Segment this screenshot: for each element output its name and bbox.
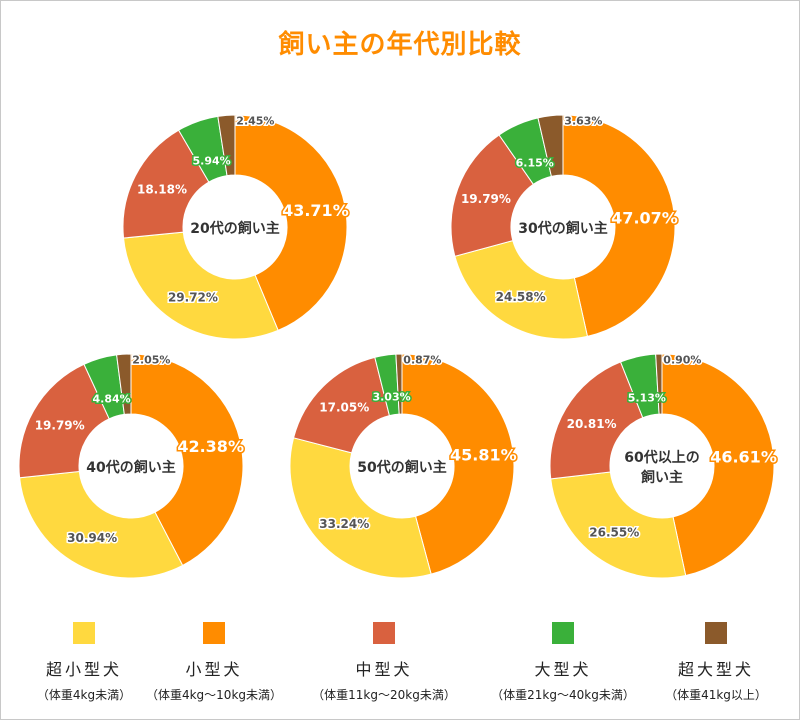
- value-label: 17.05%: [319, 401, 369, 415]
- legend-name: 大型犬: [534, 660, 592, 679]
- value-label: 26.55%: [589, 526, 639, 540]
- value-label: 2.45%: [236, 115, 274, 128]
- legend-weight: （体重21kg～40kg未満）: [491, 688, 635, 702]
- legend-name: 超小型犬: [45, 660, 122, 679]
- value-label: 33.24%: [319, 517, 369, 531]
- value-label: 5.94%: [193, 155, 231, 168]
- legend-swatch: [552, 622, 574, 644]
- legend-name: 超大型犬: [677, 660, 754, 679]
- center-label: 40代の飼い主: [86, 459, 175, 476]
- legend-name: 中型犬: [355, 660, 413, 679]
- value-label: 20.81%: [567, 417, 617, 431]
- legend-weight: （体重41kg以上）: [665, 688, 767, 702]
- center-label: 30代の飼い主: [518, 220, 607, 237]
- legend-name: 小型犬: [185, 660, 243, 679]
- center-label: 60代以上の: [624, 449, 699, 466]
- legend-item-large: 大型犬 （体重21kg～40kg未満）: [483, 622, 643, 703]
- value-label: 5.13%: [628, 391, 666, 404]
- value-label: 3.03%: [372, 390, 410, 403]
- value-label: 42.38%: [177, 437, 244, 456]
- legend-swatch: [203, 622, 225, 644]
- legend-weight: （体重4kg未満）: [36, 688, 132, 702]
- legend-weight: （体重4kg～10kg未満）: [145, 688, 283, 702]
- donut-hole: [350, 414, 454, 518]
- value-label: 0.90%: [663, 354, 701, 367]
- legend-item-medium: 中型犬 （体重11kg～20kg未満）: [304, 622, 464, 703]
- value-label: 45.81%: [450, 446, 517, 465]
- value-label: 4.84%: [93, 392, 131, 405]
- chart-title: 飼い主の年代別比較: [278, 30, 522, 60]
- center-label: 飼い主: [640, 469, 683, 486]
- value-label: 18.18%: [137, 183, 187, 197]
- legend-swatch: [705, 622, 727, 644]
- center-label: 50代の飼い主: [357, 459, 446, 476]
- value-label: 6.15%: [516, 157, 554, 170]
- legend-item-super-large: 超大型犬 （体重41kg以上）: [636, 622, 796, 703]
- value-label: 0.87%: [403, 354, 441, 367]
- center-label: 20代の飼い主: [190, 220, 279, 237]
- value-label: 43.71%: [282, 201, 349, 220]
- value-label: 24.58%: [496, 290, 546, 304]
- value-label: 29.72%: [168, 290, 218, 304]
- donut-hole: [79, 414, 183, 518]
- donut-hole: [610, 414, 714, 518]
- value-label: 47.07%: [611, 208, 678, 227]
- value-label: 2.05%: [132, 354, 170, 367]
- donut-hole: [183, 175, 287, 279]
- value-label: 19.79%: [35, 419, 85, 433]
- value-label: 3.63%: [564, 115, 602, 128]
- legend-swatch: [73, 622, 95, 644]
- legend-weight: （体重11kg～20kg未満）: [312, 688, 456, 702]
- legend-swatch: [373, 622, 395, 644]
- value-label: 19.79%: [461, 192, 511, 206]
- donut-hole: [511, 175, 615, 279]
- value-label: 46.61%: [710, 448, 777, 467]
- value-label: 30.94%: [67, 531, 117, 545]
- legend-item-small: 小型犬 （体重4kg～10kg未満）: [134, 622, 294, 703]
- legend-item-super-small: 超小型犬 （体重4kg未満）: [4, 622, 164, 703]
